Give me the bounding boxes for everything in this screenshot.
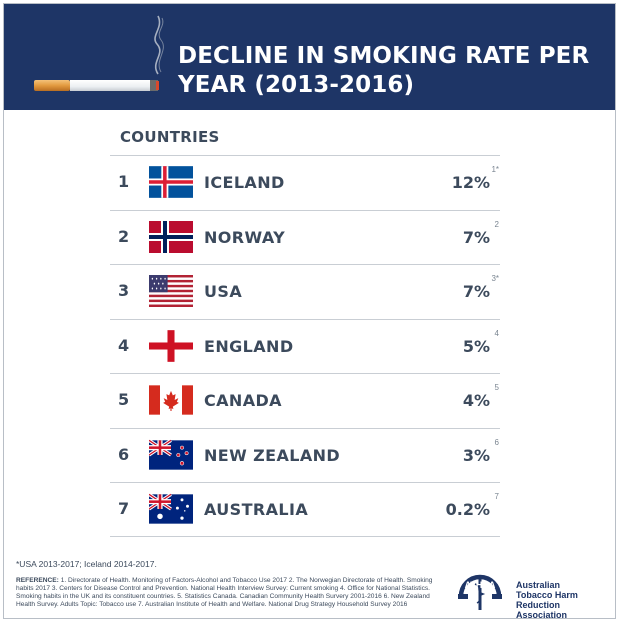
- column-header-countries: COUNTRIES: [120, 128, 220, 146]
- athra-logo-icon: ATHRA: [458, 574, 502, 610]
- infographic-frame: DECLINE IN SMOKING RATE PER YEAR (2013-2…: [3, 3, 616, 620]
- country-name: AUSTRALIA: [204, 500, 309, 519]
- country-name: ENGLAND: [204, 336, 294, 356]
- table-row: 5 CANADA 4% 5: [110, 373, 500, 428]
- rank-number: 7: [118, 499, 130, 518]
- decline-value: 7%: [462, 282, 490, 301]
- rank-number: 5: [118, 390, 130, 409]
- table-row: 2 NORWAY 7% 2: [110, 209, 500, 265]
- decline-value: 7%: [462, 227, 490, 247]
- reference-mark: 5: [494, 383, 499, 392]
- country-name: ICELAND: [204, 173, 285, 192]
- rank-number: 6: [118, 444, 130, 464]
- table-row: 7 AUSTRALIA 0.2% 7: [110, 482, 500, 537]
- norway-flag-icon: [149, 220, 193, 253]
- reference-mark: 6: [494, 437, 499, 447]
- canada-flag-icon: [149, 385, 193, 415]
- country-name: USA: [204, 282, 243, 301]
- rank-number: 1: [118, 172, 130, 191]
- decline-value: 12%: [451, 173, 490, 192]
- usa-flag-icon: [149, 275, 193, 307]
- header-banner: DECLINE IN SMOKING RATE PER YEAR (2013-2…: [4, 4, 615, 110]
- table-row: 1 ICELAND 12% 1*: [110, 155, 500, 210]
- country-name: NORWAY: [204, 227, 286, 247]
- decline-value: 3%: [462, 445, 490, 465]
- iceland-flag-icon: [149, 166, 193, 198]
- decline-value: 5%: [462, 336, 490, 356]
- rank-number: 4: [118, 335, 130, 355]
- decline-value: 4%: [462, 391, 490, 410]
- australia-flag-icon: [149, 493, 193, 524]
- reference-list: REFERENCE: 1. Directorate of Health. Mon…: [16, 577, 448, 609]
- reference-mark: 4: [494, 328, 499, 338]
- logo-text: ATHRA: [465, 580, 496, 590]
- ranking-table: 1 ICELAND 12% 1* 2 NORWAY 7% 2 3: [110, 155, 500, 537]
- reference-mark: 2: [494, 219, 499, 229]
- rank-number: 2: [118, 226, 130, 246]
- cigarette-icon: [34, 80, 159, 91]
- reference-mark: 3*: [491, 274, 499, 283]
- england-flag-icon: [149, 329, 193, 362]
- reference-label: REFERENCE:: [16, 577, 59, 584]
- org-name-line1: Australian: [516, 580, 561, 590]
- page-title: DECLINE IN SMOKING RATE PER YEAR (2013-2…: [178, 43, 590, 98]
- smoke-icon: [154, 15, 164, 75]
- table-row: 3 USA 7% 3*: [110, 264, 500, 319]
- table-row: 4 ENGLAND 5% 4: [110, 318, 500, 374]
- reference-mark: 1*: [491, 165, 499, 174]
- country-name: CANADA: [204, 391, 282, 410]
- country-name: NEW ZEALAND: [204, 445, 341, 465]
- organization-name: Australian Tobacco Harm Reduction Associ…: [516, 580, 615, 620]
- date-range-footnote: *USA 2013-2017; Iceland 2014-2017.: [16, 559, 157, 569]
- new-zealand-flag-icon: [149, 438, 193, 470]
- org-name-line3: Association: [516, 610, 568, 620]
- reference-text: 1. Directorate of Health. Monitoring of …: [16, 577, 433, 608]
- reference-mark: 7: [494, 492, 499, 501]
- rank-number: 3: [118, 281, 130, 300]
- org-name-line2: Tobacco Harm Reduction: [516, 590, 578, 610]
- decline-value: 0.2%: [445, 500, 490, 519]
- table-row: 6 NEW ZEALAND 3% 6: [110, 427, 500, 483]
